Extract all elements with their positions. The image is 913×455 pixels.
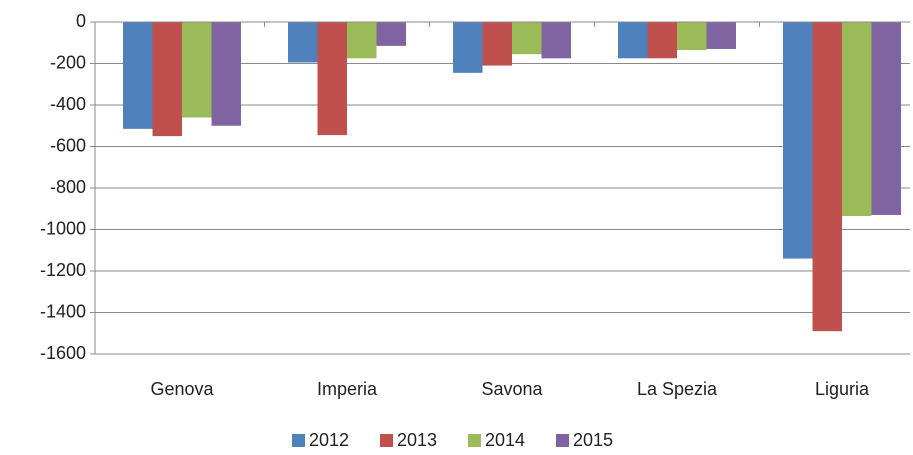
legend-swatch [380,434,393,447]
bar [288,22,318,63]
y-tick-label: -1000 [40,218,86,238]
legend-label: 2015 [573,430,613,450]
bar [182,22,212,118]
bar [347,22,377,59]
bar [647,22,677,59]
bar [812,22,842,332]
legend-swatch [292,434,305,447]
y-tick-label: -1400 [40,301,86,321]
x-tick-label: Imperia [317,379,378,399]
bar [618,22,648,59]
bar [211,22,241,126]
bar [482,22,512,66]
bar [152,22,182,137]
legend-swatch [556,434,569,447]
y-tick-label: -800 [50,177,86,197]
bar [706,22,736,49]
bar [871,22,901,215]
bar [123,22,153,129]
bar [453,22,483,73]
bar [541,22,571,59]
y-tick-label: -600 [50,135,86,155]
x-tick-label: Liguria [815,379,870,399]
bar [512,22,542,55]
x-tick-label: La Spezia [637,379,718,399]
legend-label: 2013 [397,430,437,450]
legend-label: 2012 [309,430,349,450]
x-tick-label: Savona [481,379,543,399]
y-tick-label: 0 [76,11,86,31]
legend-swatch [468,434,481,447]
bar [842,22,872,217]
y-tick-label: -400 [50,94,86,114]
bar [783,22,813,259]
bar [317,22,347,136]
y-tick-label: -1200 [40,260,86,280]
x-tick-label: Genova [150,379,214,399]
legend-label: 2014 [485,430,525,450]
y-tick-label: -200 [50,52,86,72]
bar [376,22,406,46]
y-tick-label: -1600 [40,343,86,363]
bar [677,22,707,51]
